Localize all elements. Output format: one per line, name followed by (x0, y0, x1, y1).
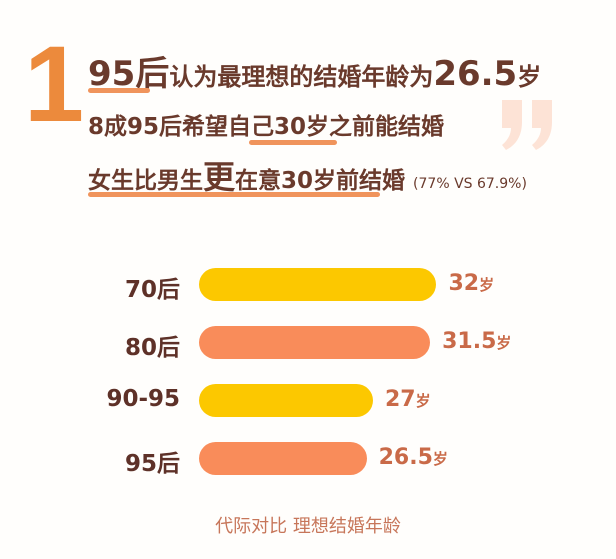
bar (199, 326, 431, 359)
chart-caption: 代际对比 理想结婚年龄 (215, 516, 401, 537)
line3-emphasis: 更 (203, 158, 236, 196)
headline-age: 26.5 (433, 54, 518, 94)
value-label: 27岁 (385, 387, 431, 412)
bar (199, 268, 437, 301)
value-label: 26.5岁 (379, 445, 448, 470)
line3-note: (77% VS 67.9%) (413, 176, 527, 192)
headline-unit: 岁 (517, 63, 542, 91)
value-number: 27 (384, 387, 416, 412)
value-label: 32岁 (448, 271, 494, 296)
line2-emphasis: 30岁之前 (274, 114, 376, 140)
headline-text: 认为最理想的结婚年龄为 (169, 63, 434, 91)
value-number: 31.5 (442, 329, 497, 354)
category-label: 90-95 (106, 386, 180, 412)
category-label: 70后 (124, 277, 180, 303)
value-label: 31.5岁 (442, 329, 511, 354)
category-label: 80后 (124, 335, 180, 361)
underline-1 (88, 88, 150, 93)
bar (199, 442, 367, 475)
line2-post: 能结婚 (375, 114, 445, 140)
value-unit: 岁 (432, 450, 448, 468)
headline-95-label: 95后 (88, 54, 170, 94)
big-number-one: 1 (24, 23, 85, 144)
line2-pre: 8成95后希望自己 (88, 114, 275, 140)
underline-2 (249, 140, 337, 145)
headline-line-3: 女生比男生更在意30岁前结婚 (77% VS 67.9%) (88, 152, 527, 198)
category-label: 95后 (124, 451, 180, 477)
value-number: 26.5 (378, 445, 433, 470)
quote-mark-icon (502, 100, 552, 150)
headline-line-1: 95后认为最理想的结婚年龄为26.5岁 (88, 46, 541, 95)
value-unit: 岁 (496, 334, 512, 352)
value-unit: 岁 (415, 392, 431, 410)
line3-pre: 女生比男生 (88, 168, 203, 194)
value-unit: 岁 (479, 276, 495, 294)
headline-line-2: 8成95后希望自己30岁之前能结婚 (88, 107, 444, 141)
value-number: 32 (448, 271, 480, 296)
bar (199, 384, 373, 417)
underline-3 (88, 192, 380, 197)
line3-post: 在意30岁前结婚 (235, 168, 406, 194)
